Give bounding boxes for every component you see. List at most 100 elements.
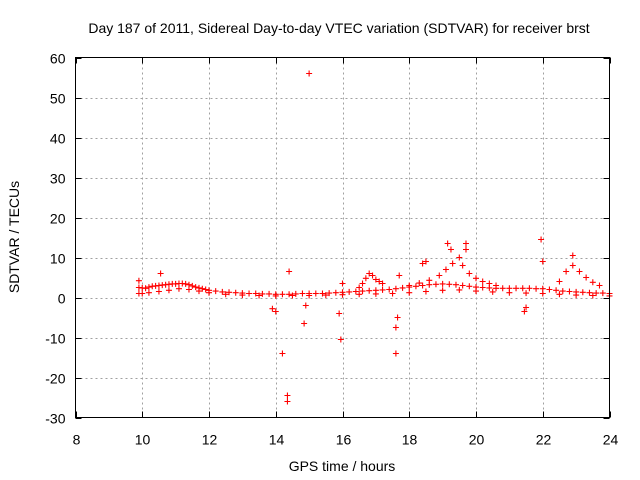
data-point: [239, 292, 246, 299]
data-point: [142, 285, 149, 292]
data-point: [459, 262, 466, 269]
data-point: [372, 290, 379, 297]
data-point: [459, 282, 466, 289]
data-point: [337, 336, 344, 343]
data-point: [356, 284, 363, 291]
data-point: [139, 290, 146, 297]
data-point: [416, 280, 423, 287]
data-point: [299, 290, 306, 297]
y-tick-label: 0: [58, 291, 66, 307]
data-point: [259, 290, 266, 297]
data-point: [219, 288, 226, 295]
data-point: [336, 310, 343, 317]
data-point: [489, 288, 496, 295]
data-point: [135, 277, 142, 284]
data-point: [473, 288, 479, 295]
data-point: [466, 283, 473, 290]
data-point: [199, 285, 206, 292]
data-point: [439, 287, 446, 294]
data-point: [376, 278, 383, 285]
data-point: [399, 284, 406, 291]
data-point: [446, 281, 453, 288]
data-point: [252, 290, 259, 297]
y-tick-label: 60: [50, 51, 66, 67]
data-point: [302, 302, 309, 309]
data-point: [319, 290, 326, 297]
data-point: [569, 252, 576, 259]
y-tick-label: -20: [45, 371, 65, 387]
data-point: [589, 279, 596, 286]
data-point: [432, 281, 439, 288]
data-point: [593, 290, 600, 297]
data-point: [586, 289, 593, 296]
data-point: [456, 286, 463, 293]
axis-ticks: [75, 57, 611, 419]
data-point: [576, 268, 583, 275]
data-point: [394, 314, 401, 321]
data-point: [379, 286, 386, 293]
data-point: [312, 290, 319, 297]
data-point: [366, 270, 373, 277]
data-point: [444, 240, 451, 247]
chart-title: Day 187 of 2011, Sidereal Day-to-day VTE…: [88, 20, 589, 36]
data-point: [479, 284, 486, 291]
data-point: [519, 285, 526, 292]
data-point: [533, 285, 540, 292]
data-point: [272, 292, 279, 299]
data-point: [589, 292, 596, 299]
data-point: [279, 291, 286, 298]
x-tick-label: 12: [202, 432, 218, 448]
data-point: [266, 290, 273, 297]
data-point: [272, 308, 279, 315]
data-point: [289, 292, 296, 299]
data-point: [192, 284, 199, 291]
data-point: [521, 308, 528, 315]
data-points: [135, 70, 613, 405]
data-point: [546, 286, 553, 293]
data-point: [362, 275, 369, 282]
data-point: [422, 288, 429, 295]
data-point: [556, 291, 563, 298]
data-point: [566, 288, 573, 295]
data-point: [226, 289, 233, 296]
y-tick-label: 50: [50, 91, 66, 107]
data-point: [392, 285, 399, 292]
data-point: [426, 277, 433, 284]
data-point: [195, 288, 202, 295]
data-point: [322, 292, 329, 299]
data-point: [583, 274, 590, 281]
data-point: [359, 288, 366, 295]
data-point: [326, 290, 333, 297]
data-point: [442, 266, 449, 273]
data-point: [573, 292, 580, 299]
x-tick-label: 16: [336, 432, 352, 448]
data-point: [359, 280, 366, 287]
data-point: [189, 282, 196, 289]
data-point: [222, 291, 229, 298]
data-point: [246, 290, 253, 297]
data-point: [386, 286, 393, 293]
data-point: [462, 240, 469, 247]
data-point: [499, 285, 506, 292]
data-point: [462, 246, 469, 253]
data-point: [563, 268, 570, 275]
data-point: [456, 254, 463, 261]
data-point: [206, 289, 212, 296]
data-point: [526, 285, 533, 292]
data-point: [389, 290, 396, 297]
data-point: [556, 278, 563, 285]
data-point: [301, 320, 308, 327]
data-point: [185, 286, 192, 293]
data-point: [155, 288, 162, 295]
data-point: [559, 288, 566, 295]
x-tick-label: 20: [469, 432, 485, 448]
data-point: [596, 282, 603, 289]
y-tick-label: 10: [50, 251, 66, 267]
plot-frame: [75, 57, 610, 418]
data-point: [396, 272, 403, 279]
data-point: [579, 289, 586, 296]
data-point: [436, 272, 443, 279]
data-point: [538, 236, 545, 243]
y-tick-label: -10: [45, 331, 65, 347]
